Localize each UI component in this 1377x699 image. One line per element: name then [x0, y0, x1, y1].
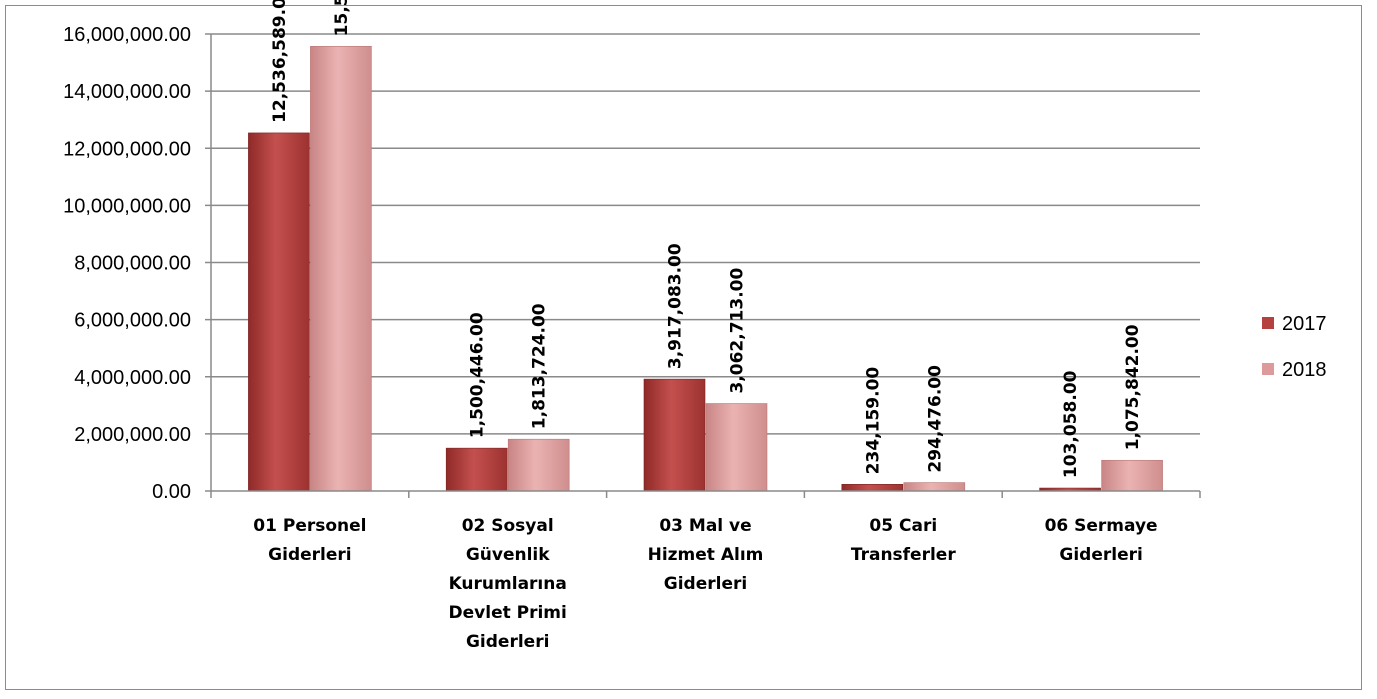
- y-tick-label: 10,000,000.00: [63, 195, 191, 217]
- data-label-2018: 15,568,854.00: [332, 0, 352, 36]
- x-category-label: 05 Cari Transferler: [851, 516, 956, 565]
- bar-2017: [248, 132, 310, 492]
- bar-2017: [841, 484, 904, 492]
- data-label-2017: 3,917,083.00: [666, 243, 686, 369]
- legend-swatch-2018: [1262, 363, 1274, 375]
- x-category-label: 03 Mal ve Hizmet Alım Giderleri: [648, 516, 764, 594]
- legend: 2017 2018: [1262, 313, 1327, 381]
- chart-frame: [5, 5, 1362, 690]
- y-tick-label: 0.00: [152, 481, 191, 503]
- y-axis-tick-labels: 0.00 2,000,000.00 4,000,000.00 6,000,000.00…: [63, 24, 191, 503]
- data-label-2017: 1,500,446.00: [468, 312, 488, 438]
- bar-2018: [1101, 459, 1163, 492]
- data-label-2018: 3,062,713.00: [728, 268, 748, 394]
- y-tick-label: 14,000,000.00: [63, 81, 191, 103]
- bar-2018: [310, 46, 372, 492]
- data-labels: 12,536,589.00 15,568,854.00 1,500,446.00 1,…: [270, 0, 1143, 478]
- data-label-2018: 1,075,842.00: [1123, 324, 1143, 450]
- x-category-label: 01 Personel Giderleri: [253, 516, 366, 565]
- x-axis-category-labels: 01 Personel Giderleri 02 Sosyal Güvenlik Kur…: [253, 516, 1157, 652]
- y-tick-label: 16,000,000.00: [63, 24, 191, 46]
- x-category-label: 02 Sosyal Güvenlik Kurumlarına Devlet Primi…: [449, 516, 567, 652]
- data-label-2017: 12,536,589.00: [270, 0, 290, 123]
- y-tick-label: 6,000,000.00: [74, 310, 191, 332]
- bar-2017: [445, 447, 508, 492]
- bar-2018: [903, 482, 966, 492]
- data-label-2017: 103,058.00: [1061, 370, 1081, 478]
- axes: [210, 34, 1201, 498]
- legend-label-2017: 2017: [1282, 313, 1327, 335]
- x-category-label: 06 Sermaye Giderleri: [1045, 516, 1158, 565]
- data-label-2017: 234,159.00: [863, 367, 883, 475]
- y-tick-label: 8,000,000.00: [74, 253, 191, 275]
- bar-2018: [507, 438, 570, 492]
- gridlines: [205, 33, 1200, 492]
- y-tick-label: 12,000,000.00: [63, 138, 191, 160]
- y-tick-label: 2,000,000.00: [74, 424, 191, 446]
- legend-swatch-2017: [1262, 317, 1274, 329]
- y-tick-label: 4,000,000.00: [74, 367, 191, 389]
- bar-2017: [643, 378, 706, 492]
- bars: [248, 46, 1163, 492]
- legend-label-2018: 2018: [1282, 359, 1327, 381]
- data-label-2018: 294,476.00: [925, 365, 945, 473]
- data-label-2018: 1,813,724.00: [530, 303, 550, 429]
- bar-2018: [705, 403, 768, 492]
